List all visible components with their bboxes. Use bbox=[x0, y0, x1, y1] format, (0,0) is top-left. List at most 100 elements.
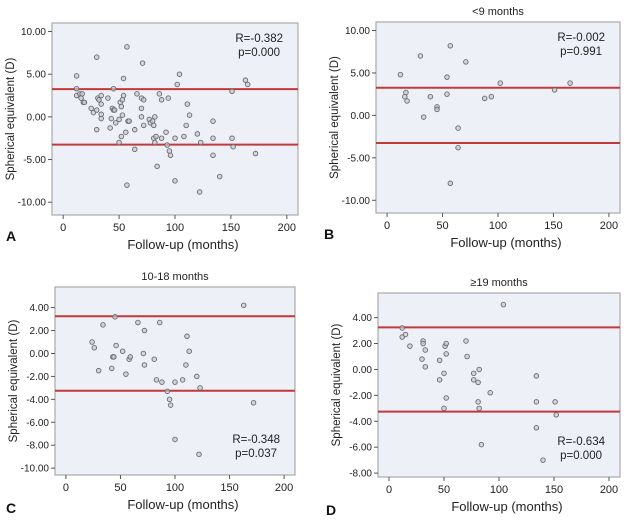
data-point bbox=[120, 92, 127, 99]
data-point bbox=[186, 348, 192, 354]
data-point bbox=[463, 59, 469, 65]
data-point bbox=[141, 327, 148, 334]
x-tick-label: 0 bbox=[63, 482, 69, 494]
data-point bbox=[172, 436, 178, 443]
data-point bbox=[478, 441, 485, 448]
data-point bbox=[216, 173, 223, 180]
data-point bbox=[540, 457, 546, 463]
data-point bbox=[119, 112, 126, 118]
data-point bbox=[194, 131, 201, 137]
data-point bbox=[138, 105, 145, 112]
x-tick-label: 200 bbox=[275, 482, 293, 494]
data-point bbox=[123, 129, 129, 135]
data-point bbox=[81, 99, 88, 106]
x-tick-label: 150 bbox=[545, 484, 563, 496]
correlation-r: R=-0.348 bbox=[232, 434, 280, 446]
data-point bbox=[210, 118, 216, 124]
panel-d: ≥19 months 4.00 2.00 0.00 -2.00 -4.00 -6.00 -8.… bbox=[326, 277, 621, 518]
data-point bbox=[123, 371, 129, 377]
data-point bbox=[183, 362, 189, 368]
data-point bbox=[242, 77, 249, 83]
data-point bbox=[210, 152, 216, 159]
y-tick-label: 0.00 bbox=[30, 349, 50, 360]
data-point bbox=[441, 370, 447, 377]
data-point bbox=[95, 367, 102, 374]
x-axis-label: Follow-up (months) bbox=[127, 497, 238, 512]
x-tick-label: 50 bbox=[114, 482, 126, 494]
y-tick-label: 2.00 bbox=[353, 339, 373, 350]
data-point bbox=[93, 54, 100, 60]
x-tick-label: 200 bbox=[600, 220, 618, 232]
data-point bbox=[156, 91, 163, 97]
correlation-r: R=-0.634 bbox=[557, 436, 605, 448]
data-point bbox=[183, 122, 189, 129]
y-tick-label: -4.00 bbox=[26, 395, 49, 406]
data-point bbox=[443, 351, 449, 357]
data-point bbox=[533, 399, 540, 405]
data-point bbox=[152, 114, 158, 120]
data-point bbox=[443, 395, 449, 401]
data-point bbox=[158, 135, 165, 141]
data-point bbox=[152, 139, 158, 146]
chart-title: 10-18 months bbox=[141, 271, 209, 283]
data-point bbox=[244, 81, 251, 88]
y-tick-label: 4.00 bbox=[30, 303, 50, 314]
data-point bbox=[497, 80, 503, 86]
data-point bbox=[88, 105, 94, 112]
data-point bbox=[470, 377, 477, 383]
data-point bbox=[422, 364, 429, 370]
data-point bbox=[139, 60, 146, 66]
data-point bbox=[419, 356, 425, 362]
x-tick-label: 100 bbox=[166, 482, 184, 494]
data-point bbox=[110, 85, 117, 92]
data-point bbox=[422, 347, 429, 353]
data-point bbox=[165, 95, 172, 101]
data-point bbox=[210, 135, 216, 141]
data-point bbox=[404, 98, 410, 104]
data-point bbox=[119, 348, 126, 354]
data-point bbox=[100, 322, 106, 328]
data-point bbox=[108, 115, 115, 122]
data-point bbox=[402, 93, 408, 100]
data-point bbox=[197, 139, 204, 146]
data-point bbox=[443, 340, 449, 347]
data-point bbox=[134, 91, 140, 97]
data-point bbox=[500, 301, 507, 308]
data-point bbox=[124, 182, 130, 188]
y-tick-label: 0.00 bbox=[27, 112, 47, 123]
y-tick-label: 10.00 bbox=[21, 27, 46, 38]
data-point bbox=[131, 126, 138, 133]
y-tick-label: -10.00 bbox=[342, 196, 371, 207]
data-point bbox=[229, 88, 235, 95]
data-point bbox=[116, 139, 122, 146]
y-tick-label: 10.00 bbox=[345, 26, 370, 37]
data-point bbox=[167, 152, 174, 159]
p-value: p=0.000 bbox=[560, 450, 602, 462]
data-point bbox=[93, 126, 100, 133]
p-value: p=0.000 bbox=[238, 47, 280, 59]
data-point bbox=[166, 396, 173, 403]
data-point bbox=[447, 180, 454, 187]
data-point bbox=[176, 71, 183, 77]
data-point bbox=[172, 379, 178, 385]
data-point bbox=[124, 44, 130, 50]
data-point bbox=[447, 43, 454, 49]
data-point bbox=[158, 97, 165, 103]
x-tick-label: 150 bbox=[220, 482, 238, 494]
x-tick-label: 100 bbox=[490, 484, 508, 496]
x-tick-label: 200 bbox=[278, 222, 296, 234]
data-point bbox=[441, 405, 447, 412]
data-point bbox=[167, 402, 174, 408]
data-point bbox=[470, 370, 477, 377]
data-point bbox=[250, 400, 257, 406]
data-point bbox=[402, 331, 409, 338]
panel-letter: C bbox=[6, 500, 16, 516]
data-point bbox=[481, 95, 488, 102]
data-point bbox=[151, 356, 158, 362]
data-point bbox=[567, 80, 573, 86]
correlation-r: R=-0.382 bbox=[235, 33, 283, 45]
data-point bbox=[533, 373, 540, 379]
data-point bbox=[140, 97, 147, 103]
y-tick-label: 0.00 bbox=[351, 111, 371, 122]
chart-title: ≥19 months bbox=[470, 277, 528, 289]
